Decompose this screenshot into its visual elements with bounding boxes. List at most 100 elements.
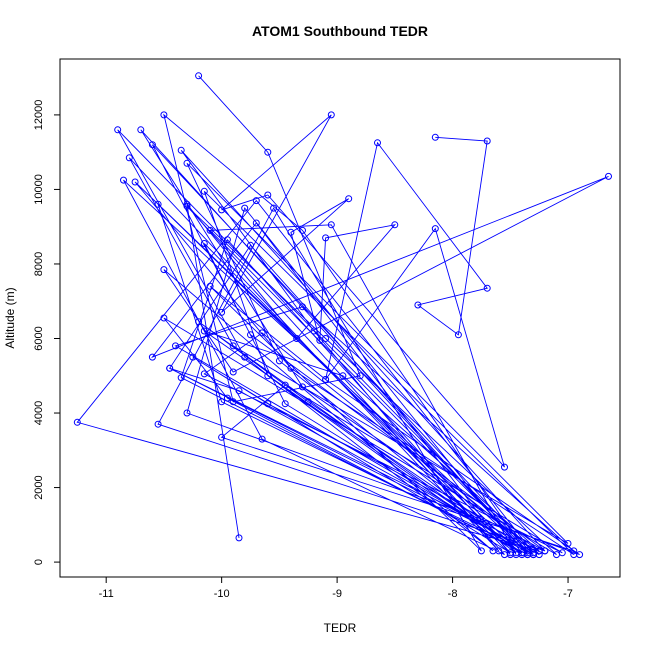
data-point xyxy=(258,435,266,443)
data-point xyxy=(160,111,168,119)
data-point xyxy=(247,331,254,339)
data-point xyxy=(431,133,439,141)
data-point xyxy=(564,540,572,547)
data-point xyxy=(275,357,283,365)
data-point xyxy=(160,314,168,322)
data-point xyxy=(327,111,335,119)
data-point xyxy=(258,329,266,337)
data-point xyxy=(356,372,364,380)
data-point xyxy=(148,141,156,149)
y-axis-label: Altitude (m) xyxy=(3,287,17,348)
data-point xyxy=(114,126,122,134)
data-point xyxy=(154,420,162,428)
series-line xyxy=(76,75,609,556)
plot-frame xyxy=(59,58,621,578)
data-point xyxy=(195,318,203,326)
data-point xyxy=(374,139,381,147)
data-point xyxy=(270,204,278,212)
data-point xyxy=(218,433,226,441)
data-point xyxy=(125,154,133,162)
data-point xyxy=(339,372,347,380)
y-tick-label: 10000 xyxy=(33,174,45,205)
data-point xyxy=(229,342,237,350)
x-tick-label: -11 xyxy=(99,588,114,600)
data-point xyxy=(322,376,330,383)
data-point xyxy=(218,398,226,406)
data-point xyxy=(241,353,249,361)
data-point xyxy=(605,172,612,180)
y-tick-label: 8000 xyxy=(33,252,45,276)
data-point xyxy=(570,547,578,555)
data-point xyxy=(327,221,335,229)
data-point xyxy=(477,547,485,555)
data-point xyxy=(264,148,272,156)
data-point xyxy=(576,551,584,559)
data-point xyxy=(281,400,289,408)
data-point xyxy=(229,398,237,406)
data-point xyxy=(252,197,260,205)
data-point xyxy=(73,418,81,426)
data-point xyxy=(189,353,197,361)
data-point xyxy=(264,372,272,380)
data-point xyxy=(183,200,191,208)
series-2 xyxy=(183,111,508,542)
data-point xyxy=(218,206,226,214)
y-tick-label: 12000 xyxy=(33,100,45,131)
data-point xyxy=(299,226,306,234)
data-point xyxy=(299,383,306,391)
data-point xyxy=(218,308,226,316)
data-point xyxy=(512,551,520,559)
y-tick-label: 0 xyxy=(33,559,45,565)
data-point xyxy=(235,534,243,542)
data-point xyxy=(177,146,185,154)
data-point xyxy=(252,219,260,227)
data-point xyxy=(264,400,272,408)
data-point xyxy=(206,226,214,234)
data-point xyxy=(206,282,214,290)
data-point xyxy=(223,236,231,244)
data-point xyxy=(558,549,566,557)
data-point xyxy=(177,374,185,382)
x-tick-label: -9 xyxy=(332,588,342,600)
data-point xyxy=(160,266,168,274)
data-point xyxy=(483,137,491,145)
data-point xyxy=(200,240,208,247)
data-point xyxy=(281,381,289,389)
data-point xyxy=(131,178,139,186)
x-tick-label: -8 xyxy=(448,588,458,600)
x-tick-label: -7 xyxy=(563,588,573,600)
data-point xyxy=(501,463,508,471)
data-point xyxy=(200,327,208,335)
chart-title: ATOM1 Southbound TEDR xyxy=(252,23,428,39)
data-point xyxy=(264,191,272,199)
data-point xyxy=(535,551,543,559)
data-point xyxy=(172,342,179,350)
data-point xyxy=(183,159,191,167)
data-point xyxy=(200,187,208,195)
data-point xyxy=(541,547,549,555)
data-point xyxy=(183,409,191,417)
data-point xyxy=(287,364,295,372)
data-point xyxy=(322,234,330,242)
x-axis: -11 -10 -9 -8 -7 xyxy=(99,577,573,600)
y-tick-label: 6000 xyxy=(33,326,45,350)
series-layer xyxy=(73,72,612,559)
y-tick-label: 2000 xyxy=(33,475,45,499)
data-point xyxy=(223,394,231,402)
data-point xyxy=(154,200,162,208)
data-point xyxy=(345,195,353,203)
data-point xyxy=(148,353,156,361)
data-point xyxy=(235,387,243,395)
data-point xyxy=(293,335,301,342)
data-point xyxy=(454,331,462,339)
data-point xyxy=(247,241,254,249)
data-point xyxy=(391,221,399,229)
data-point xyxy=(316,336,324,344)
data-point xyxy=(200,370,208,378)
y-tick-label: 4000 xyxy=(33,401,45,425)
data-point xyxy=(524,547,532,555)
data-point xyxy=(195,72,203,80)
data-point xyxy=(489,547,497,555)
x-axis-label: TEDR xyxy=(324,621,357,635)
